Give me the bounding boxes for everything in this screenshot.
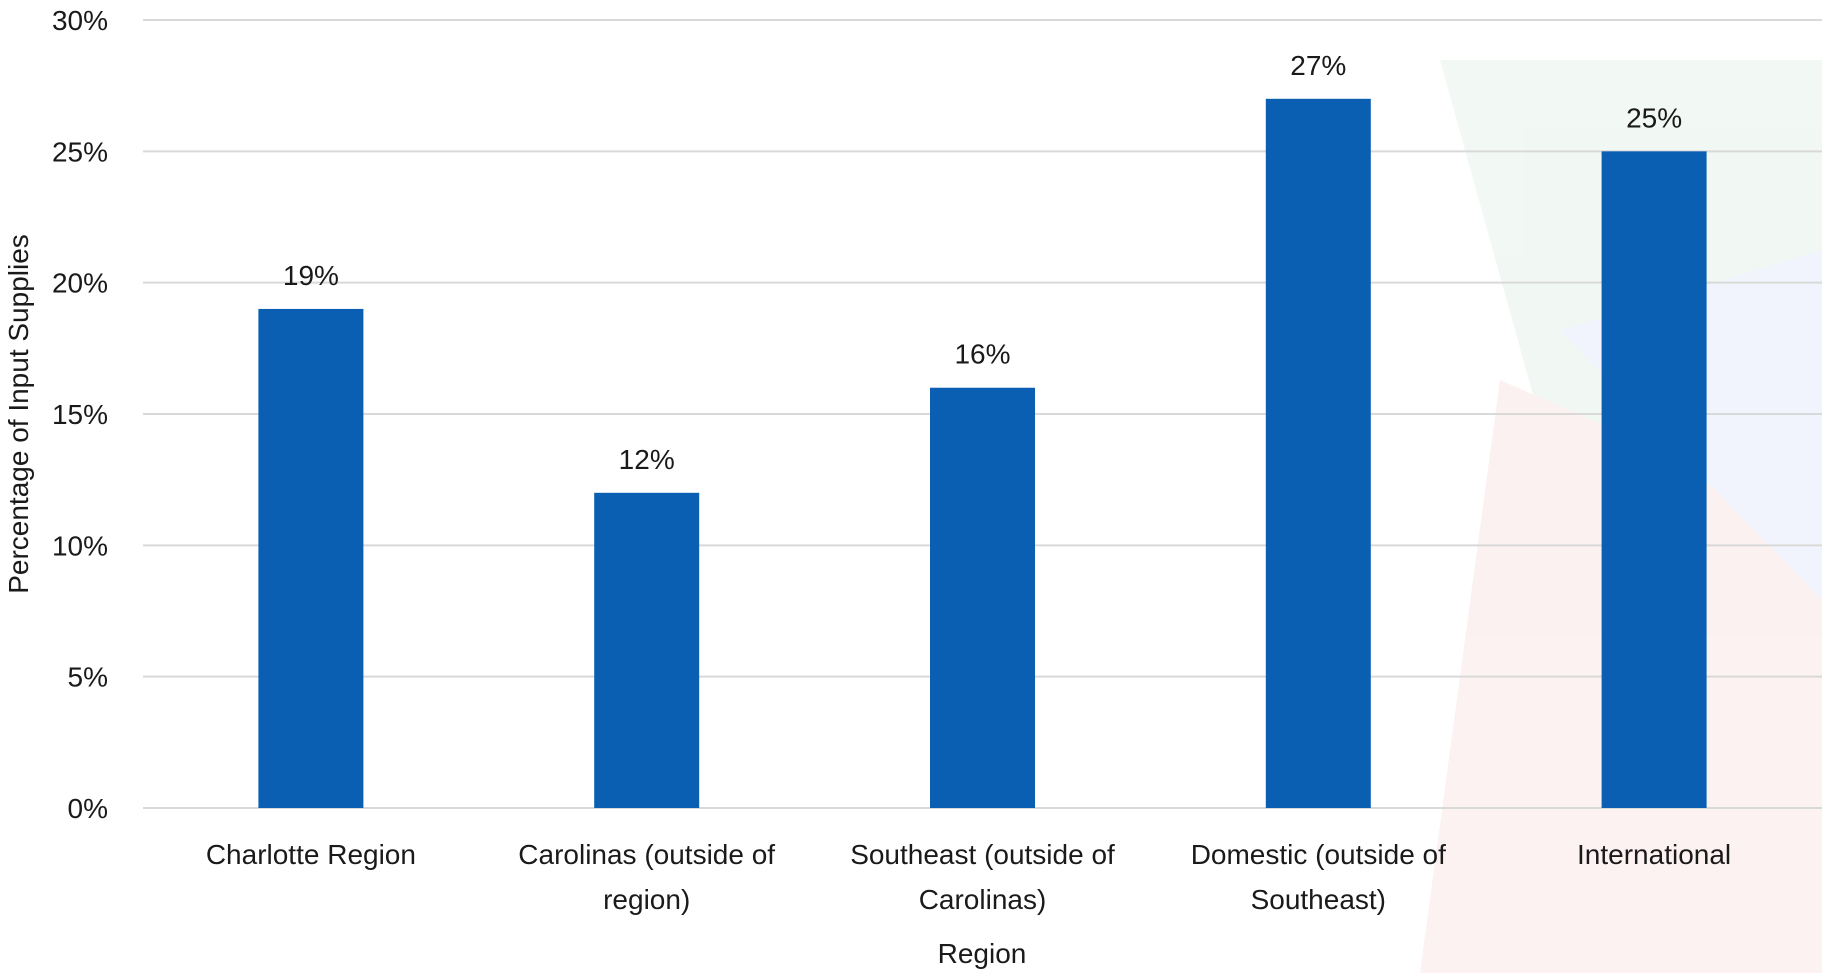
bar xyxy=(1265,98,1371,809)
x-axis-categories: Charlotte Region Carolinas (outside of reg… xyxy=(206,839,1731,915)
x-axis-title: Region xyxy=(938,938,1027,969)
data-label: 19% xyxy=(283,260,339,291)
x-category-label: Domestic (outside of xyxy=(1191,839,1446,870)
gridlines xyxy=(143,19,1822,809)
bar xyxy=(594,492,700,808)
y-tick-label: 10% xyxy=(52,530,108,561)
x-category-label: Southeast (outside of xyxy=(850,839,1115,870)
data-labels: 19% 12% 16% 27% 25% xyxy=(283,50,1682,475)
bar xyxy=(930,387,1035,808)
x-category-label: International xyxy=(1577,839,1731,870)
x-category-label: region) xyxy=(603,884,690,915)
y-tick-label: 15% xyxy=(52,399,108,430)
x-category-label: Carolinas (outside of xyxy=(518,839,775,870)
bar xyxy=(1601,151,1707,809)
bar xyxy=(258,308,364,808)
x-category-label: Southeast) xyxy=(1251,884,1386,915)
x-category-label: Charlotte Region xyxy=(206,839,416,870)
y-axis-ticks: 0% 5% 10% 15% 20% 25% 30% xyxy=(52,5,108,824)
y-tick-label: 0% xyxy=(68,793,108,824)
y-tick-label: 25% xyxy=(52,136,108,167)
y-axis-title: Percentage of Input Supplies xyxy=(3,234,34,594)
bars xyxy=(258,98,1707,809)
data-label: 27% xyxy=(1290,50,1346,81)
data-label: 16% xyxy=(954,339,1010,370)
x-category-label: Carolinas) xyxy=(919,884,1047,915)
y-tick-label: 20% xyxy=(52,268,108,299)
y-tick-label: 30% xyxy=(52,5,108,36)
data-label: 12% xyxy=(619,444,675,475)
data-label: 25% xyxy=(1626,102,1682,133)
y-tick-label: 5% xyxy=(68,662,108,693)
